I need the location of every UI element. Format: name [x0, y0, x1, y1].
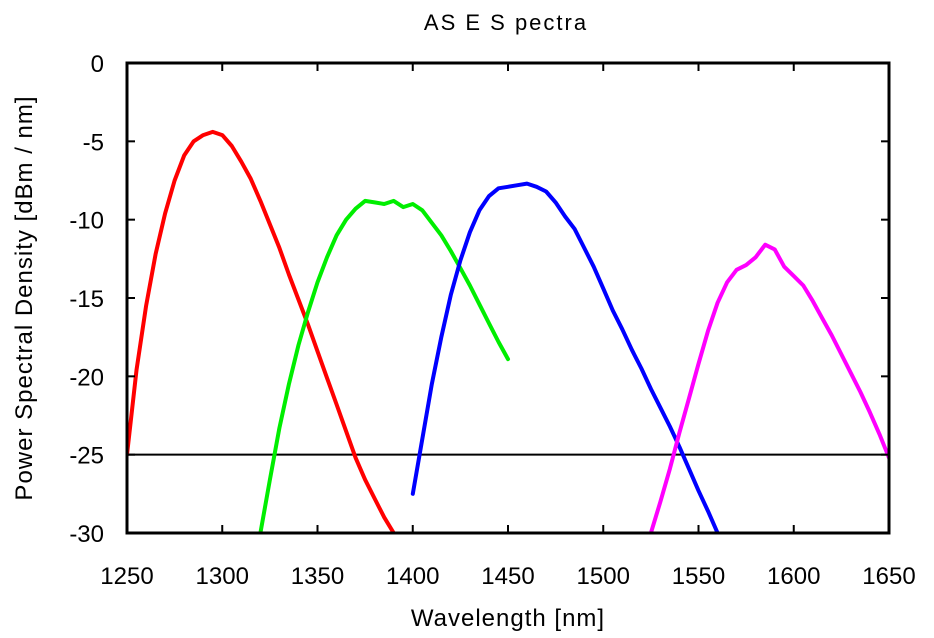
x-tick-label: 1550 — [672, 563, 725, 590]
y-tick-label: -25 — [69, 443, 104, 470]
series-line-4 — [648, 242, 889, 533]
x-tick-label: 1500 — [577, 563, 630, 590]
x-tick-label: 1600 — [767, 563, 820, 590]
x-tick-label: 1650 — [862, 563, 915, 590]
series-line-2 — [258, 198, 510, 533]
y-tick-labels: 0 -5 -10 -15 -20 -25 -30 — [69, 51, 104, 548]
x-tick-label: 1300 — [196, 563, 249, 590]
series-line-3 — [410, 181, 720, 533]
y-tick-label: -10 — [69, 208, 104, 235]
y-tick-label: -30 — [69, 521, 104, 548]
y-tick-label: 0 — [91, 51, 104, 78]
series-layer — [127, 129, 889, 533]
ticks-layer — [126, 62, 890, 534]
x-axis-label: Wavelength [nm] — [411, 605, 605, 632]
series-line-1 — [127, 129, 396, 533]
x-tick-label: 1350 — [291, 563, 344, 590]
y-tick-label: -20 — [69, 364, 104, 391]
y-axis-label: Power Spectral Density [dBm / nm] — [11, 95, 38, 500]
chart-title: AS E S pectra — [424, 10, 588, 35]
y-tick-label: -15 — [69, 286, 104, 313]
x-tick-labels: 1250 1300 1350 1400 1450 1500 1550 1600 1650 — [100, 563, 915, 590]
y-tick-label: -5 — [83, 129, 104, 156]
plot-frame — [125, 61, 891, 535]
x-tick-label: 1450 — [481, 563, 534, 590]
x-tick-label: 1400 — [386, 563, 439, 590]
x-tick-label: 1250 — [100, 563, 153, 590]
